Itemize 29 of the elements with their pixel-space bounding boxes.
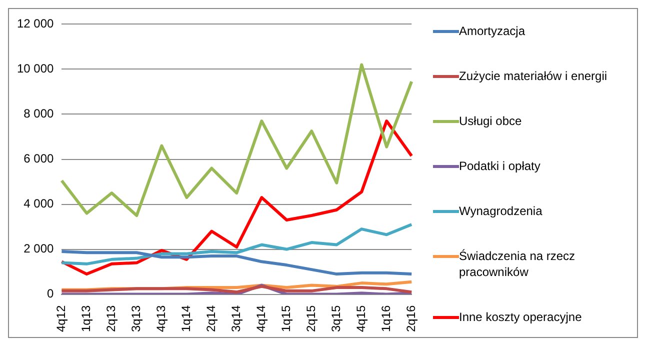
legend-label: Świadczenia na rzecz pracowników [459, 248, 576, 280]
y-tick-label: 0 [47, 286, 54, 301]
legend-label: Zużycie materiałów i energii [459, 68, 608, 84]
x-tick-label: 2q13 [104, 304, 118, 332]
x-tick-label: 3q14 [228, 304, 243, 332]
legend-label: Podatki i opłaty [459, 158, 542, 174]
x-tick-label: 1q13 [79, 304, 94, 332]
legend-label: Wynagrodzenia [459, 203, 544, 219]
y-tick-label: 12 000 [17, 16, 54, 31]
x-tick-label: 4q13 [154, 304, 168, 332]
y-tick-label: 10 000 [17, 62, 54, 76]
x-tick-label: 2q14 [204, 304, 218, 332]
x-tick-label: 2q16 [404, 304, 418, 332]
y-tick-label: 8 000 [24, 106, 54, 121]
x-tick-label: 4q15 [354, 304, 368, 332]
x-tick-label: 3q13 [128, 304, 143, 332]
legend-label: Inne koszty operacyjne [459, 309, 583, 325]
x-tick-label: 2q15 [304, 304, 318, 332]
legend-label: Amortyzacja [459, 23, 526, 39]
legend-label: Usługi obce [459, 113, 523, 129]
y-tick-label: 2 000 [24, 242, 54, 256]
x-tick-label: 1q14 [178, 304, 193, 332]
x-tick-label: 4q14 [254, 304, 268, 332]
x-tick-label: 1q16 [378, 304, 393, 332]
y-tick-label: 4 000 [24, 196, 54, 211]
x-tick-label: 4q12 [54, 304, 68, 332]
y-tick-label: 6 000 [24, 152, 54, 166]
x-tick-label: 3q15 [328, 304, 343, 332]
x-tick-label: 1q15 [278, 304, 293, 332]
